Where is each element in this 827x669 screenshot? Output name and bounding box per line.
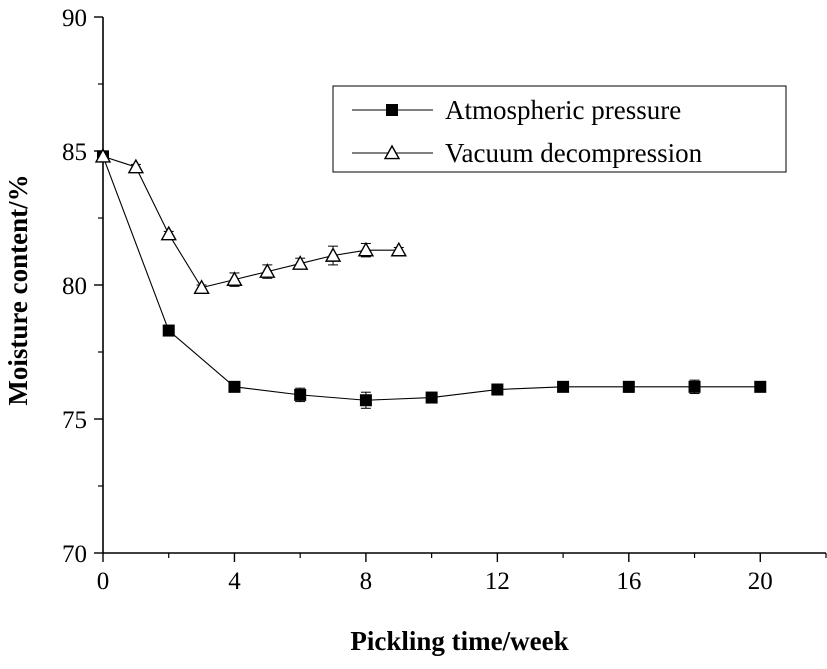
y-tick-label-85: 85 bbox=[62, 139, 87, 166]
legend-box bbox=[332, 85, 787, 173]
y-axis-title: Moisture content/% bbox=[3, 174, 33, 405]
data-point-triangle bbox=[324, 247, 342, 262]
legend-label-atmospheric: Atmospheric pressure bbox=[445, 95, 681, 125]
data-point-triangle bbox=[193, 279, 210, 294]
x-tick-label-16: 16 bbox=[616, 568, 641, 595]
x-tick-label-8: 8 bbox=[360, 568, 373, 595]
legend: Atmospheric pressure Vacuum decompressio… bbox=[332, 85, 787, 173]
data-point-triangle bbox=[127, 158, 145, 174]
series-layer bbox=[94, 147, 767, 409]
y-tick-label-80: 80 bbox=[62, 273, 87, 300]
x-tick-label-12: 12 bbox=[485, 568, 510, 595]
data-point-triangle bbox=[226, 271, 243, 286]
data-point-square bbox=[228, 380, 241, 393]
data-point-triangle bbox=[291, 255, 309, 270]
data-point-square bbox=[754, 380, 767, 393]
data-point-square bbox=[688, 380, 701, 393]
data-point-square bbox=[294, 388, 307, 401]
data-point-triangle bbox=[259, 263, 276, 278]
legend-label-vacuum: Vacuum decompression bbox=[445, 138, 703, 168]
data-point-square bbox=[491, 383, 504, 396]
data-point-square bbox=[557, 380, 570, 393]
y-tick-label-70: 70 bbox=[62, 541, 87, 568]
data-point-triangle bbox=[390, 241, 407, 257]
series-1 bbox=[94, 147, 407, 294]
x-tick-label-4: 4 bbox=[228, 568, 241, 595]
x-axis-title: Pickling time/week bbox=[350, 626, 568, 656]
data-point-square bbox=[425, 391, 438, 404]
ticks-group: 70 75 80 85 90 0 4 8 12 16 20 bbox=[62, 5, 827, 595]
data-point-triangle bbox=[94, 147, 112, 163]
data-point-triangle bbox=[160, 225, 177, 241]
data-point-square bbox=[622, 380, 635, 393]
x-tick-label-20: 20 bbox=[748, 568, 773, 595]
data-point-triangle bbox=[357, 241, 375, 257]
data-point-square bbox=[359, 394, 372, 407]
series-line-1 bbox=[102, 155, 399, 289]
y-tick-label-90: 90 bbox=[62, 5, 87, 32]
series-0 bbox=[97, 150, 767, 409]
x-tick-label-0: 0 bbox=[97, 568, 110, 595]
y-tick-label-75: 75 bbox=[62, 407, 87, 434]
legend-marker-vacuum bbox=[383, 144, 401, 160]
data-point-square bbox=[162, 324, 175, 337]
legend-marker-atmospheric bbox=[386, 104, 398, 116]
series-line-0 bbox=[102, 156, 761, 401]
